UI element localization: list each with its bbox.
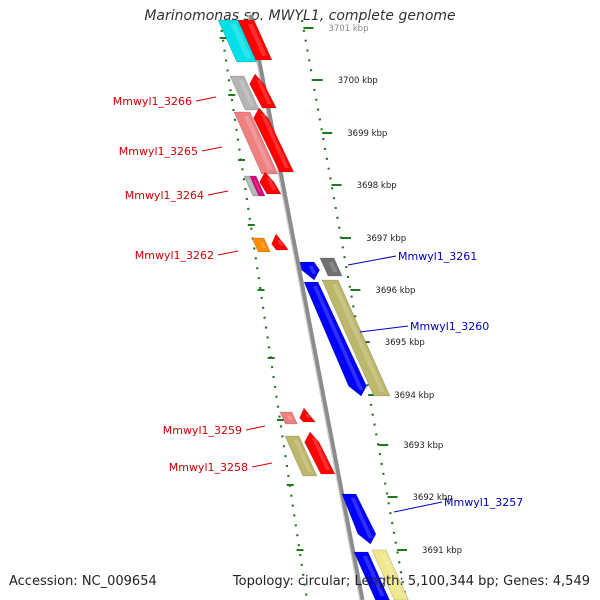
gene-grey-3264-shade — [247, 180, 255, 192]
ruler-label: 3697 kbp — [366, 234, 406, 244]
ruler-label: 3700 kbp — [338, 76, 378, 86]
track-dotted-edge-right — [300, 19, 408, 600]
gene-red-3259-shade — [305, 414, 311, 418]
gene-blue-3257-shade — [350, 498, 373, 538]
gene-blue-3260-shade — [312, 286, 364, 390]
gene-label-left: Mmwyl1_3259 — [163, 424, 242, 437]
gene-red-top-shade — [247, 24, 268, 56]
label-leader-left — [251, 462, 273, 468]
ruler-label: 3692 kbp — [413, 493, 453, 503]
gene-red-3264-shade — [266, 178, 277, 190]
gene-olive-3258-shade — [293, 440, 313, 472]
gene-label-right: Mmwyl1_3260 — [410, 320, 489, 333]
gene-blue-bottom — [353, 551, 390, 600]
ruler-label: 3698 kbp — [357, 181, 397, 191]
gene-khaki-bottom — [371, 549, 409, 600]
gene-label-left: Mmwyl1_3264 — [125, 189, 204, 202]
gene-blue-bottom-shade — [362, 556, 385, 596]
gene-label-right: Mmwyl1_3257 — [444, 496, 523, 509]
gene-olive-3260 — [321, 279, 391, 397]
ruler-label: 3695 kbp — [385, 338, 425, 348]
gene-red-3266 — [249, 73, 277, 109]
gene-orange-3262 — [251, 237, 271, 253]
gene-magenta-3264 — [249, 175, 266, 197]
gene-label-left: Mmwyl1_3262 — [135, 249, 214, 262]
gene-olive-3260-shade — [331, 284, 386, 392]
gene-red-3265 — [253, 107, 295, 173]
label-leader-right — [393, 501, 443, 513]
gene-red-3258 — [304, 431, 336, 475]
gene-pink-3259 — [279, 411, 298, 425]
ruler-label: 3694 kbp — [394, 391, 434, 401]
gene-red-3262 — [271, 233, 289, 251]
gene-magenta-3264-shade — [253, 180, 261, 192]
gene-olive-3258 — [284, 435, 318, 477]
gene-label-left: Mmwyl1_3266 — [113, 95, 192, 108]
label-leader-right — [359, 325, 409, 333]
ruler-label: 3693 kbp — [403, 441, 443, 451]
gene-pink-3259-shade — [287, 416, 293, 420]
gene-red-3264 — [259, 171, 282, 195]
gene-blue-3257 — [341, 493, 377, 545]
gene-red-3259 — [299, 407, 317, 423]
gene-red-3262-shade — [277, 240, 284, 246]
label-leader-left — [217, 250, 239, 256]
gene-red-top — [237, 19, 273, 61]
gene-grey-3266-shade — [238, 80, 255, 106]
label-leader-left — [207, 190, 229, 196]
label-leader-left — [195, 96, 217, 102]
label-leader-right — [347, 255, 397, 266]
ruler-label: 3699 kbp — [347, 129, 387, 139]
ruler-label: 3696 kbp — [375, 286, 415, 296]
genome-backbone — [247, 14, 365, 600]
gene-blue-3261 — [299, 261, 320, 281]
gene-label-right: Mmwyl1_3261 — [398, 250, 477, 263]
accession-label: Accession: NC_009654 — [9, 574, 157, 589]
gene-label-left: Mmwyl1_3265 — [119, 145, 198, 158]
genome-backbone-highlight — [247, 14, 361, 600]
ruler-label: 3701 kbp — [328, 24, 368, 34]
gene-khaki-bottom-shade — [380, 554, 404, 596]
ruler-label: 3691 kbp — [422, 546, 462, 556]
genome-stats: Topology: circular; Length: 5,100,344 bp… — [232, 574, 590, 589]
gene-cyan-shade — [230, 24, 252, 58]
gene-label-left: Mmwyl1_3258 — [169, 461, 248, 474]
gene-blue-3260 — [303, 281, 367, 397]
gene-pink-3265 — [233, 111, 279, 175]
gene-grey-3261 — [319, 257, 343, 277]
gene-blue-3261-shade — [308, 266, 317, 274]
gene-red-3258-shade — [311, 438, 331, 470]
gene-pink-3265-shade — [243, 116, 273, 170]
gene-red-3266-shade — [256, 80, 272, 104]
gene-grey-3261-shade — [328, 262, 338, 272]
gene-red-3265-shade — [260, 114, 290, 168]
gene-orange-3262-shade — [259, 242, 266, 248]
gene-cyan — [217, 19, 258, 63]
label-leader-left — [245, 425, 266, 431]
label-leader-left — [201, 146, 223, 152]
